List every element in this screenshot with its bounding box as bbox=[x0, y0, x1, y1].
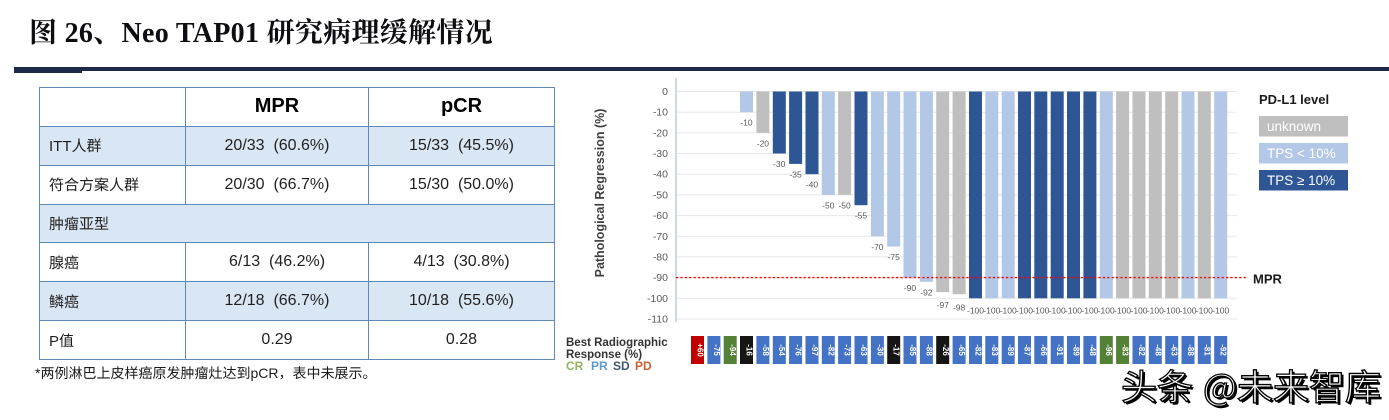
svg-text:-16: -16 bbox=[745, 344, 754, 356]
svg-text:SD: SD bbox=[613, 359, 630, 373]
svg-text:-85: -85 bbox=[908, 344, 917, 356]
svg-text:-10: -10 bbox=[653, 107, 668, 119]
svg-text:-82: -82 bbox=[1137, 344, 1146, 356]
svg-text:-26: -26 bbox=[941, 344, 950, 356]
svg-text:-30: -30 bbox=[773, 159, 786, 169]
svg-text:-48: -48 bbox=[1153, 344, 1162, 356]
svg-text:-100: -100 bbox=[1196, 306, 1213, 316]
svg-text:-100: -100 bbox=[1114, 306, 1131, 316]
svg-text:-10: -10 bbox=[740, 118, 753, 128]
svg-text:-70: -70 bbox=[653, 231, 668, 243]
svg-text:-30: -30 bbox=[653, 148, 668, 160]
svg-text:0: 0 bbox=[662, 86, 668, 98]
svg-text:-63: -63 bbox=[859, 344, 868, 356]
svg-text:-65: -65 bbox=[957, 344, 966, 356]
svg-text:-76: -76 bbox=[794, 344, 803, 356]
svg-text:-40: -40 bbox=[653, 169, 668, 181]
svg-text:-20: -20 bbox=[653, 127, 668, 139]
svg-text:-91: -91 bbox=[1055, 344, 1064, 356]
svg-text:-89: -89 bbox=[1072, 344, 1081, 356]
svg-text:-88: -88 bbox=[924, 344, 933, 356]
svg-text:-82: -82 bbox=[974, 344, 983, 356]
svg-text:-100: -100 bbox=[1065, 306, 1082, 316]
svg-text:Best Radiographic: Best Radiographic bbox=[566, 337, 668, 349]
svg-text:-70: -70 bbox=[871, 242, 884, 252]
svg-text:-66: -66 bbox=[1039, 344, 1048, 356]
svg-text:-50: -50 bbox=[838, 200, 851, 210]
svg-text:-75: -75 bbox=[888, 252, 901, 262]
svg-text:-50: -50 bbox=[822, 200, 835, 210]
svg-text:-97: -97 bbox=[810, 344, 819, 356]
svg-text:PR: PR bbox=[591, 359, 608, 373]
svg-text:-48: -48 bbox=[1088, 344, 1097, 356]
svg-text:TPS ≥ 10%: TPS ≥ 10% bbox=[1267, 173, 1335, 188]
svg-text:-55: -55 bbox=[855, 211, 868, 221]
svg-text:CR: CR bbox=[566, 359, 584, 373]
svg-text:-30: -30 bbox=[875, 344, 884, 356]
svg-text:-80: -80 bbox=[653, 251, 668, 263]
svg-text:-73: -73 bbox=[843, 344, 852, 356]
svg-text:-83: -83 bbox=[1121, 344, 1130, 356]
svg-text:-40: -40 bbox=[806, 180, 819, 190]
svg-text:-81: -81 bbox=[1202, 344, 1211, 356]
svg-text:-100: -100 bbox=[1147, 306, 1164, 316]
svg-text:-100: -100 bbox=[647, 293, 668, 305]
svg-text:Pathological Regression (%): Pathological Regression (%) bbox=[593, 109, 607, 278]
svg-text:-50: -50 bbox=[653, 189, 668, 201]
svg-text:-100: -100 bbox=[1212, 306, 1229, 316]
svg-text:-110: -110 bbox=[648, 314, 668, 326]
svg-text:-92: -92 bbox=[920, 287, 933, 297]
svg-text:PD: PD bbox=[635, 359, 652, 373]
svg-text:-100: -100 bbox=[1130, 306, 1147, 316]
svg-text:-89: -89 bbox=[1006, 344, 1015, 356]
svg-text:-90: -90 bbox=[653, 272, 668, 284]
svg-text:-100: -100 bbox=[1179, 306, 1196, 316]
svg-text:-100: -100 bbox=[983, 306, 1000, 316]
svg-text:unknown: unknown bbox=[1267, 119, 1321, 134]
svg-text:-92: -92 bbox=[1219, 344, 1228, 356]
svg-text:-63: -63 bbox=[1170, 344, 1179, 356]
svg-text:-94: -94 bbox=[728, 344, 737, 356]
svg-text:-83: -83 bbox=[990, 344, 999, 356]
svg-text:-100: -100 bbox=[1163, 306, 1180, 316]
svg-text:-100: -100 bbox=[1081, 306, 1098, 316]
svg-text:-17: -17 bbox=[892, 344, 901, 356]
svg-text:-100: -100 bbox=[1049, 306, 1066, 316]
svg-text:-90: -90 bbox=[904, 283, 917, 293]
svg-text:TPS < 10%: TPS < 10% bbox=[1267, 146, 1336, 161]
svg-text:-87: -87 bbox=[1023, 344, 1032, 356]
svg-text:-35: -35 bbox=[789, 169, 802, 179]
svg-text:-88: -88 bbox=[1186, 344, 1195, 356]
svg-text:-82: -82 bbox=[826, 344, 835, 356]
svg-text:-98: -98 bbox=[953, 303, 966, 313]
svg-text:+60: +60 bbox=[696, 343, 705, 357]
svg-text:-100: -100 bbox=[1000, 306, 1017, 316]
svg-text:-58: -58 bbox=[761, 344, 770, 356]
svg-text:-100: -100 bbox=[1032, 306, 1049, 316]
svg-text:-75: -75 bbox=[712, 344, 721, 356]
svg-text:-100: -100 bbox=[967, 306, 984, 316]
svg-text:MPR: MPR bbox=[1253, 272, 1283, 287]
svg-text:PD-L1 level: PD-L1 level bbox=[1259, 92, 1329, 107]
svg-text:-20: -20 bbox=[757, 138, 770, 148]
svg-text:-100: -100 bbox=[1016, 306, 1033, 316]
svg-text:-96: -96 bbox=[1104, 344, 1113, 356]
svg-text:-54: -54 bbox=[777, 344, 786, 356]
svg-text:-100: -100 bbox=[1098, 306, 1115, 316]
svg-text:Response (%): Response (%) bbox=[566, 349, 642, 361]
svg-text:-60: -60 bbox=[653, 210, 668, 222]
svg-text:-97: -97 bbox=[937, 300, 950, 310]
